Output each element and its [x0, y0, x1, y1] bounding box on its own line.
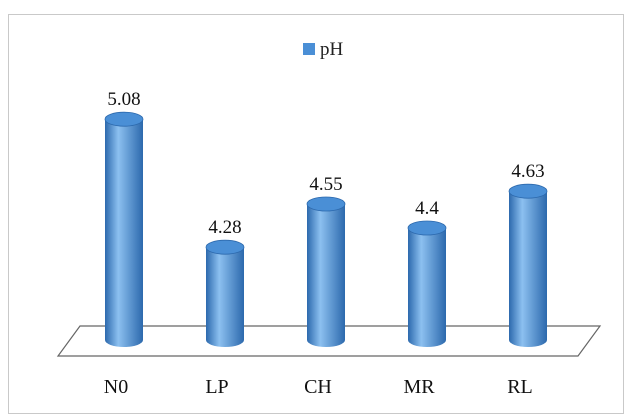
- x-tick-mr: MR: [403, 376, 435, 398]
- data-label-n0: 5.08: [107, 89, 140, 110]
- x-tick-ch: CH: [304, 376, 332, 398]
- x-tick-rl: RL: [507, 376, 533, 398]
- data-label-ch: 4.55: [309, 174, 342, 195]
- data-label-lp: 4.28: [208, 217, 241, 238]
- data-label-group: 5.08 4.28 4.55 4.4 4.63: [107, 89, 544, 238]
- x-tick-n0: N0: [104, 376, 128, 398]
- bar-body-n0: [105, 119, 143, 347]
- bar-body-lp: [206, 247, 244, 347]
- data-label-rl: 4.63: [511, 161, 544, 182]
- legend: pH: [303, 39, 344, 60]
- legend-label-ph: pH: [320, 39, 344, 60]
- legend-swatch: [303, 43, 315, 55]
- bar-ch: [306, 196, 346, 347]
- x-axis-tick-labels: N0 LP CH MR RL: [104, 376, 533, 398]
- bar-top-n0: [104, 111, 144, 127]
- bar-body-mr: [408, 228, 446, 347]
- bar-group: [104, 111, 548, 347]
- bar-body-ch: [307, 204, 345, 347]
- bar-body-rl: [509, 191, 547, 347]
- bar-n0: [104, 111, 144, 347]
- bar-top-ch: [306, 196, 346, 212]
- bar-top-mr: [407, 220, 447, 236]
- x-tick-lp: LP: [205, 376, 228, 398]
- bar-mr: [407, 220, 447, 347]
- bar-lp: [205, 239, 245, 347]
- data-label-mr: 4.4: [415, 198, 439, 219]
- bar-top-lp: [205, 239, 245, 255]
- bar-rl: [508, 183, 548, 347]
- bar-top-rl: [508, 183, 548, 199]
